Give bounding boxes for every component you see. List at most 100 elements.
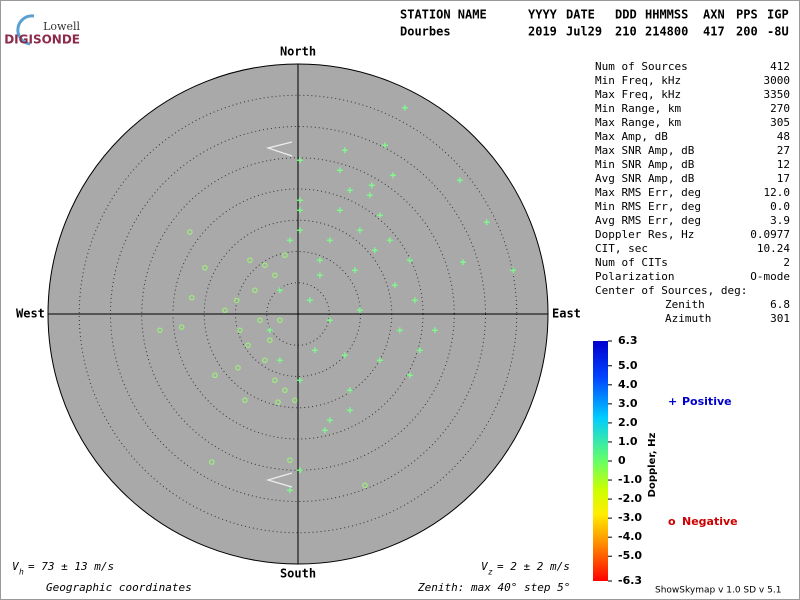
header-cell: -8U [767,25,789,39]
stat-value: 270 [770,102,790,115]
source-point [336,167,343,174]
source-point [456,177,463,184]
colorbar [593,341,608,581]
legend-entry: Positive [682,395,732,408]
source-point [179,324,185,330]
header-cell: DDD [615,8,637,22]
source-point [346,387,353,394]
legend-entry: Negative [682,515,738,528]
stat-value: 2 [783,256,790,269]
source-point [276,357,283,364]
source-point [460,259,466,266]
stat-value: 48 [777,130,790,143]
source-point [272,272,278,278]
source-point [371,247,378,254]
source-point [351,267,358,274]
stat-label: Max Range, km [595,116,681,129]
source-point [222,307,228,313]
source-point [366,192,373,199]
stat-label: Min Freq, kHz [595,74,681,87]
source-point [406,257,413,264]
source-point [242,397,248,403]
header-cell: YYYY [528,8,558,22]
marker-chevron [265,472,293,488]
source-point [245,342,251,348]
colorbar-tick-label: -4.0 [618,530,642,543]
source-point [262,262,268,268]
source-point [376,212,383,219]
velocity-sub: h [19,568,24,577]
stat-label: Polarization [595,270,674,283]
source-point [341,352,348,359]
source-point [286,487,293,494]
stat-label: Min Range, km [595,102,681,115]
source-point [237,327,243,333]
source-point [235,364,241,371]
source-point [346,187,353,194]
source-point [187,229,193,235]
stat-label: Num of Sources [595,60,688,73]
source-point [189,294,195,301]
source-point [386,237,393,244]
version: ShowSkymap v 1.0 SD v 5.1 [655,586,781,596]
colorbar-tick-label: -5.0 [618,549,642,562]
source-point [296,227,303,234]
source-point [257,317,263,323]
colorbar-tick-label: -6.3 [618,574,642,587]
source-point [341,147,348,154]
colorbar-tick-label: 5.0 [618,359,638,372]
stat-value: 10.24 [757,242,790,255]
source-point [346,407,353,414]
colorbar-tick-label: -1.0 [618,473,642,486]
source-point [321,427,328,434]
velocity-text: = 73 ± 13 m/s [28,560,114,573]
source-point [262,357,268,363]
source-point [316,272,323,279]
source-point [202,264,208,271]
source-point [326,317,333,324]
source-point [234,297,240,303]
header-cell: STATION NAME [400,8,487,22]
source-point [411,297,418,304]
compass-label: East [552,307,581,321]
source-point [316,257,323,264]
stat-value: 3000 [764,74,791,87]
compass-label: North [280,45,316,59]
source-point [381,142,388,149]
source-point [362,482,368,488]
stat-label: Num of CITs [595,256,668,269]
source-point [292,397,298,403]
source-point [275,399,281,405]
source-point [296,377,303,384]
colorbar-tick-label: 4.0 [618,378,638,391]
source-point [376,357,383,364]
velocity-symbol: V [12,560,20,573]
stat-value: 412 [770,60,790,73]
stat-label: Min RMS Err, deg [595,200,701,213]
stat-heading: Center of Sources, deg: [595,284,747,297]
colorbar-label: Doppler, Hz [647,433,658,498]
stat-label: Max Freq, kHz [595,88,681,101]
source-point [266,327,273,334]
header-cell: Dourbes [400,25,451,39]
source-point [368,182,375,189]
colorbar-tick-label: 2.0 [618,416,638,429]
source-point [401,104,408,111]
source-point [390,172,396,179]
source-point [286,237,293,244]
source-point [267,337,273,343]
header-cell: IGP [767,8,789,22]
velocity-text: = 2 ± 2 m/s [497,560,570,573]
colorbar-tick-label: 6.3 [618,334,638,347]
stat-label: Max RMS Err, deg [595,186,701,199]
stat-label: Max SNR Amp, dB [595,144,695,157]
source-point [391,282,398,289]
header-cell: PPS [736,8,758,22]
logo-bottom: DIGISONDE [4,33,80,47]
stat-label: Max Amp, dB [595,130,668,143]
stat-value: 27 [777,144,790,157]
source-point [510,267,516,274]
velocity-sub: z [488,568,493,577]
source-point [296,207,303,214]
source-point [247,257,253,263]
